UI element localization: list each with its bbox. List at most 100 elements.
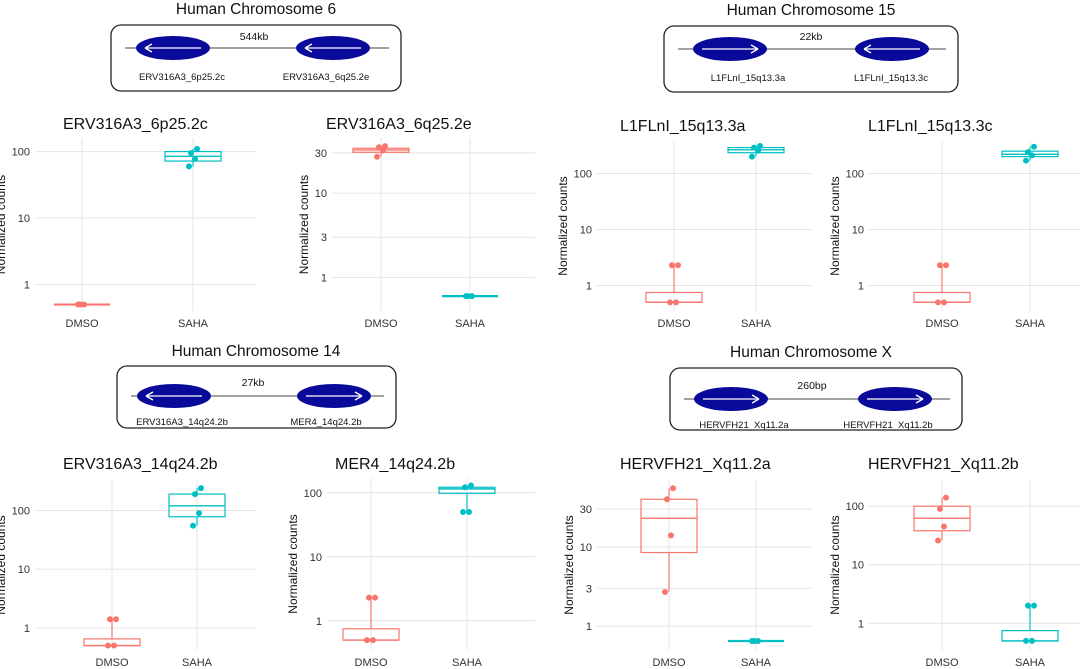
x-tick-label: DMSO <box>96 657 129 669</box>
y-axis-label: Normalized counts <box>286 514 300 613</box>
data-point <box>1025 602 1031 609</box>
data-point <box>107 616 113 623</box>
y-tick-label: 10 <box>580 224 592 236</box>
data-point <box>1025 149 1031 156</box>
data-point <box>192 155 198 162</box>
data-point <box>465 293 471 300</box>
data-point <box>77 301 83 308</box>
data-point <box>943 262 949 269</box>
x-tick-label: DMSO <box>658 318 691 330</box>
data-point <box>1023 157 1029 164</box>
data-point <box>468 482 474 489</box>
x-tick-label: SAHA <box>182 657 213 669</box>
element-label: ERV316A3_14q24.2b <box>136 417 228 428</box>
box-iqr <box>640 498 698 554</box>
arrowhead-icon <box>750 44 759 54</box>
y-axis-label: Normalized counts <box>562 515 576 614</box>
y-tick-label: 10 <box>18 564 30 576</box>
element-label: HERVFH21_Xq11.2b <box>843 420 932 431</box>
data-point <box>937 505 943 512</box>
data-point <box>941 299 947 306</box>
y-tick-label: 100 <box>574 168 592 180</box>
element-label: ERV316A3_6p25.2c <box>139 72 225 83</box>
element-label: MER4_14q24.2b <box>290 417 361 428</box>
y-tick-label: 100 <box>846 501 864 513</box>
x-tick-label: DMSO <box>926 318 959 330</box>
data-point <box>113 616 119 623</box>
data-point <box>372 594 378 601</box>
data-point <box>757 142 763 149</box>
chromosome-title: Human Chromosome 6 <box>176 1 336 18</box>
data-point <box>364 637 370 644</box>
y-tick-label: 10 <box>852 224 864 236</box>
data-point <box>935 537 941 544</box>
distance-label: 22kb <box>800 31 823 43</box>
y-tick-label: 30 <box>315 148 327 160</box>
data-point <box>194 145 200 152</box>
y-tick-label: 100 <box>846 168 864 180</box>
y-tick-label: 10 <box>315 188 327 200</box>
arrowhead-icon <box>304 43 313 53</box>
y-tick-label: 100 <box>304 488 322 500</box>
boxplot-panel: MER4_14q24.2b 1 10 100 Normalized counts DMSO… <box>286 456 535 669</box>
x-tick-label: SAHA <box>178 318 209 330</box>
data-point <box>673 299 679 306</box>
data-point <box>1031 143 1037 150</box>
y-tick-label: 1 <box>24 280 30 292</box>
data-point <box>1023 637 1029 644</box>
data-point <box>1029 637 1035 644</box>
data-point <box>366 594 372 601</box>
data-point <box>190 522 196 529</box>
y-tick-label: 1 <box>586 621 592 633</box>
panel-title: L1FLnI_15q13.3c <box>868 118 993 135</box>
y-axis-label: Normalized counts <box>0 175 8 274</box>
panel-title: HERVFH21_Xq11.2a <box>620 456 771 473</box>
distance-label: 544kb <box>240 31 269 43</box>
data-point <box>670 485 676 492</box>
chromosome-diagram: Human Chromosome X 260bp HERVFH21_Xq11.2a H… <box>669 344 963 431</box>
x-tick-label: DMSO <box>365 318 398 330</box>
x-tick-label: SAHA <box>452 657 483 669</box>
data-point <box>664 496 670 503</box>
y-tick-label: 10 <box>18 213 30 225</box>
panel-title: L1FLnI_15q13.3a <box>620 118 746 135</box>
arrowhead-icon <box>145 391 154 401</box>
data-point <box>192 491 198 498</box>
data-point <box>374 153 380 160</box>
arrowhead-icon <box>915 394 924 404</box>
chromosome-title: Human Chromosome 14 <box>172 343 341 360</box>
panel-title: HERVFH21_Xq11.2b <box>868 456 1019 473</box>
y-tick-label: 1 <box>586 280 592 292</box>
data-point <box>186 163 192 170</box>
y-tick-label: 100 <box>12 147 30 159</box>
data-point <box>667 299 673 306</box>
boxplot-panel: HERVFH21_Xq11.2b 1 10 100 Normalized counts D… <box>828 456 1080 669</box>
y-tick-label: 1 <box>316 616 322 628</box>
y-tick-label: 3 <box>586 583 592 595</box>
data-point <box>198 485 204 492</box>
y-tick-label: 1 <box>321 272 327 284</box>
data-point <box>196 510 202 517</box>
arrowhead-icon <box>144 43 153 53</box>
x-tick-label: SAHA <box>741 657 772 669</box>
data-point <box>105 642 111 649</box>
boxplot-panel: L1FLnI_15q13.3c 1 10 100 Normalized counts DM… <box>828 118 1080 330</box>
y-tick-label: 10 <box>310 552 322 564</box>
data-point <box>111 642 117 649</box>
panel-title: ERV316A3_14q24.2b <box>63 456 218 473</box>
data-point <box>751 637 757 644</box>
y-axis-label: Normalized counts <box>0 515 8 614</box>
y-tick-label: 3 <box>321 232 327 244</box>
data-point <box>370 637 376 644</box>
data-point <box>188 150 194 157</box>
data-point <box>376 144 382 151</box>
data-point <box>751 144 757 151</box>
x-tick-label: DMSO <box>355 657 388 669</box>
data-point <box>382 143 388 150</box>
x-tick-label: SAHA <box>1015 318 1046 330</box>
panel-title: ERV316A3_6q25.2e <box>326 116 472 133</box>
chromosome-diagram: Human Chromosome 15 22kb L1FLnI_15q13.3a L1… <box>663 2 959 93</box>
boxplot-panel: ERV316A3_14q24.2b 1 10 100 Normalized counts… <box>0 456 256 669</box>
data-point <box>935 299 941 306</box>
